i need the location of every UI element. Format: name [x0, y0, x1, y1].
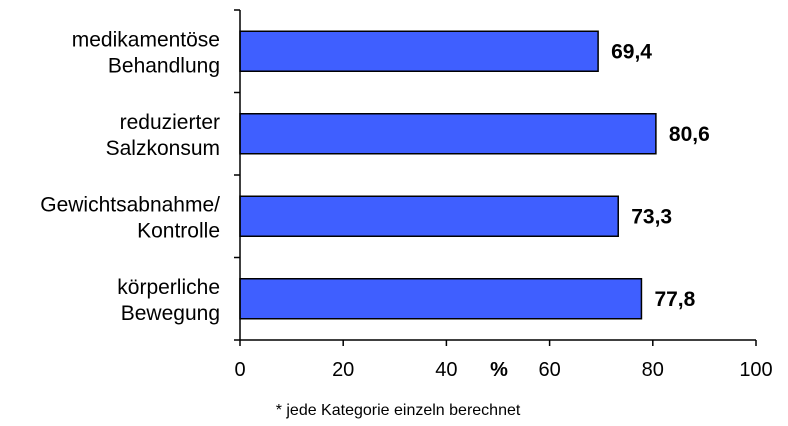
x-tick-label: 100	[739, 359, 772, 381]
x-axis-label: %	[490, 359, 508, 381]
x-tick-label: 60	[538, 359, 560, 381]
category-label: körperliche Bewegung	[117, 276, 220, 325]
data-label: 69,4	[611, 40, 652, 63]
bar	[239, 195, 619, 237]
x-tick-label: 80	[642, 359, 664, 381]
bar	[239, 278, 643, 320]
x-tick-label: 20	[332, 359, 354, 381]
bars-group: 69,4 medikamentöse Behandlung 80,6 reduziert…	[40, 28, 710, 325]
data-label: 73,3	[631, 205, 672, 228]
x-tick-label: 40	[435, 359, 457, 381]
category-label: reduzierter Salzkonsum	[106, 111, 220, 160]
bar	[239, 30, 599, 72]
x-tick-label: 0	[234, 359, 245, 381]
category-label: Gewichtsabnahme/Kontrolle	[40, 193, 220, 242]
data-label: 77,8	[654, 288, 695, 311]
data-label: 80,6	[669, 123, 710, 146]
bar	[239, 113, 657, 155]
footnote: * jede Kategorie einzeln berechnet	[276, 402, 521, 419]
axes-group: 0 20 40 60 80 100	[234, 9, 773, 381]
category-label: medikamentöse Behandlung	[72, 28, 220, 77]
